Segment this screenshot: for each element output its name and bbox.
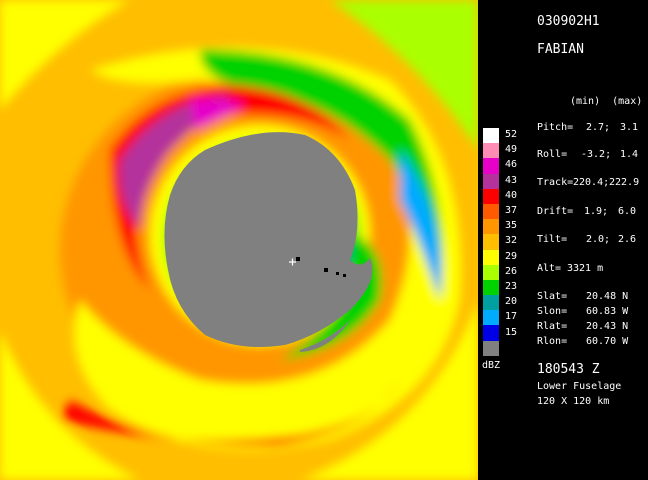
roll-label: Roll= [537, 149, 568, 160]
legend-swatch [483, 295, 499, 311]
legend-swatch [483, 128, 499, 144]
legend-swatch [483, 340, 499, 356]
legend-level-label: 15 [505, 326, 518, 338]
alt-label: Alt= [537, 263, 562, 274]
tilt-max: 2.6 [618, 234, 637, 245]
storm-name: FABIAN [537, 42, 584, 57]
legend-level-label: 20 [505, 296, 518, 308]
drift-min: 1.9; [584, 206, 609, 217]
legend-level-label: 32 [505, 235, 518, 247]
legend-unit: dBZ [482, 360, 501, 371]
radar-name: Lower Fuselage [537, 381, 622, 392]
tilt-label: Tilt= [537, 234, 568, 245]
flight-id: 030902H1 [537, 14, 600, 29]
legend-level-label: 35 [505, 220, 518, 232]
legend-level-label: 37 [505, 205, 518, 216]
legend-level-label: 29 [505, 250, 518, 262]
legend-level-label: 17 [505, 311, 518, 323]
pitch-min: 2.7; [586, 122, 611, 133]
legend-swatch [483, 325, 499, 341]
legend-swatch [483, 188, 499, 204]
legend-swatch [483, 310, 499, 326]
alt-value: 3321 m [567, 263, 604, 274]
legend-swatch [483, 143, 499, 159]
minmax-header: (min) (max) [570, 96, 643, 107]
slat-value: 20.48 N [586, 291, 629, 302]
pitch-max: 3.1 [620, 122, 639, 133]
radar-extent: 120 X 120 km [537, 396, 610, 407]
rlon-label: Rlon= [537, 336, 568, 347]
slon-value: 60.83 W [586, 306, 629, 317]
legend-level-label: 26 [505, 265, 518, 277]
slon-label: Slon= [537, 306, 568, 317]
legend-swatch [483, 173, 499, 189]
legend-swatch [483, 279, 499, 296]
rlon-value: 60.70 W [586, 336, 629, 347]
legend-level-label: 46 [505, 159, 518, 171]
pitch-label: Pitch= [537, 122, 574, 133]
legend-level-label: 49 [505, 144, 518, 156]
legend-swatch [483, 264, 499, 280]
legend-level-label: 52 [505, 129, 518, 140]
rlat-value: 20.43 N [586, 321, 629, 332]
legend-swatch [483, 249, 499, 265]
obs-time: 180543 Z [537, 362, 600, 377]
radar-reflectivity-image [0, 0, 478, 480]
dbz-color-legend [483, 128, 499, 356]
track-max: 222.9 [609, 177, 640, 188]
track-min: 220.4; [573, 177, 610, 188]
tilt-min: 2.0; [586, 234, 611, 245]
roll-min: -3.2; [581, 149, 612, 160]
roll-max: 1.4 [620, 149, 639, 160]
legend-swatch [483, 219, 499, 235]
legend-swatch [483, 158, 499, 174]
drift-max: 6.0 [618, 206, 637, 217]
legend-level-label: 43 [505, 174, 518, 186]
drift-label: Drift= [537, 206, 574, 217]
legend-swatch [483, 203, 499, 220]
legend-level-label: 40 [505, 189, 518, 201]
track-label: Track= [537, 177, 574, 188]
slat-label: Slat= [537, 291, 568, 302]
legend-level-label: 23 [505, 281, 518, 292]
rlat-label: Rlat= [537, 321, 568, 332]
legend-swatch [483, 234, 499, 250]
